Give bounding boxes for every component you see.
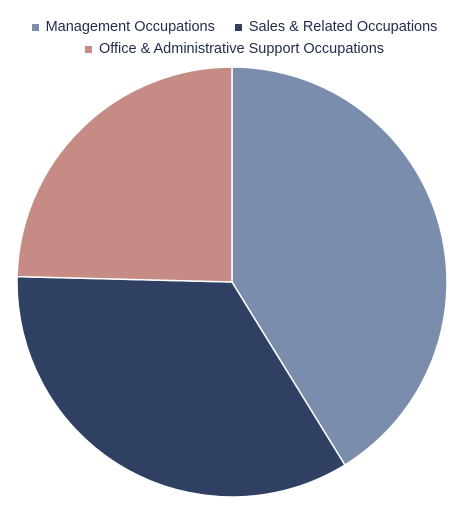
legend-label: Management Occupations	[45, 19, 215, 35]
pie-slice	[16, 66, 233, 283]
legend-item: Management Occupations	[31, 18, 215, 36]
legend-swatch	[234, 23, 242, 31]
legend-item: Sales & Related Occupations	[234, 18, 438, 36]
legend-swatch	[31, 23, 39, 31]
chart-legend: Management Occupations Sales & Related Oc…	[0, 18, 469, 58]
legend-label: Sales & Related Occupations	[248, 19, 438, 35]
pie-slice	[231, 66, 448, 466]
legend-swatch	[84, 45, 92, 53]
legend-label: Office & Administrative Support Occupati…	[98, 41, 385, 57]
pie-slice	[16, 275, 346, 498]
legend-item: Office & Administrative Support Occupati…	[84, 40, 385, 58]
